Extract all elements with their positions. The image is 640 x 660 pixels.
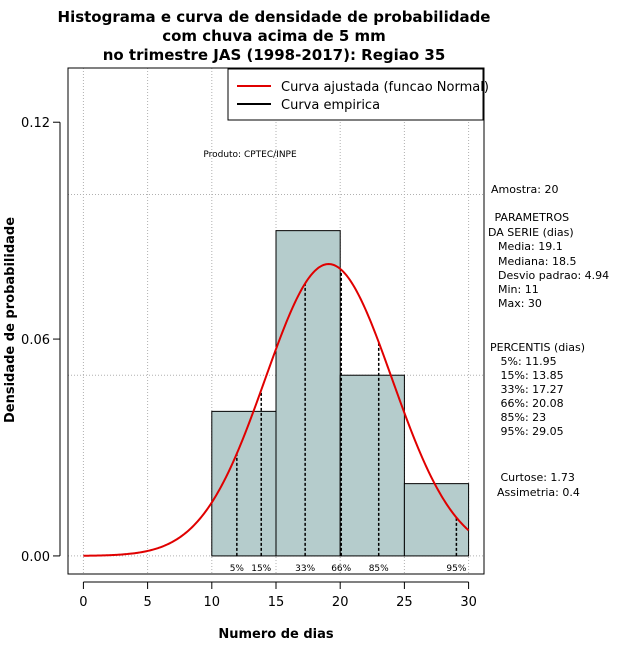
percentile-lines: 5% 15% 33% 66% 85% 95%	[230, 269, 467, 574]
y-tick-label: 0.00	[21, 550, 50, 565]
y-axis-label: Densidade de probabilidade	[3, 217, 18, 423]
percentil-85: 85%: 23	[490, 411, 546, 424]
chart-title: Histograma e curva de densidade de proba…	[58, 8, 491, 64]
param-max: Max: 30	[491, 297, 542, 310]
percentile-label: 15%	[251, 564, 271, 574]
plot-frame	[67, 67, 485, 575]
credit-text: Produto: CPTEC/INPE	[203, 150, 297, 160]
percentile-label: 66%	[331, 564, 351, 574]
legend: Curva ajustada (funcao Normal) Curva emp…	[227, 68, 489, 121]
percentis-header: PERCENTIS (dias)	[490, 341, 585, 354]
params-header-2: DA SERIE (dias)	[488, 226, 574, 239]
side-panel: Amostra: 20 PARAMETROS DA SERIE (dias) M…	[488, 183, 609, 499]
percentile-label: 5%	[230, 564, 245, 574]
y-tick-label: 0.12	[21, 116, 50, 131]
x-tick-label: 5	[143, 595, 151, 610]
percentil-66: 66%: 20.08	[490, 397, 564, 410]
chart-title-line-3: no trimestre JAS (1998-2017): Regiao 35	[103, 46, 446, 64]
skewness: Assimetria: 0.4	[490, 486, 580, 499]
x-tick-label: 15	[268, 595, 285, 610]
percentil-15: 15%: 13.85	[490, 369, 564, 382]
y-tick-label: 0.06	[21, 333, 50, 348]
percentil-33: 33%: 17.27	[490, 383, 564, 396]
x-axis: 0 5 10 15 20 25 30	[79, 581, 477, 610]
x-tick-label: 10	[204, 595, 221, 610]
sample-size: Amostra: 20	[491, 183, 558, 196]
legend-label-empirical: Curva empirica	[281, 98, 380, 113]
chart-title-line-1: Histograma e curva de densidade de proba…	[58, 8, 491, 26]
normal-curve	[83, 263, 470, 557]
legend-box	[227, 68, 484, 121]
percentil-95: 95%: 29.05	[490, 425, 564, 438]
param-median: Mediana: 18.5	[491, 255, 576, 268]
y-axis: 0.00 0.06 0.12	[21, 116, 61, 565]
x-tick-label: 25	[396, 595, 413, 610]
histogram-bar	[339, 374, 405, 557]
histogram-bar	[211, 410, 277, 557]
chart-title-line-2: com chuva acima de 5 mm	[162, 27, 386, 45]
param-mean: Media: 19.1	[491, 240, 563, 253]
legend-label-fitted: Curva ajustada (funcao Normal)	[281, 80, 489, 95]
histogram-bars	[211, 230, 470, 557]
x-tick-label: 0	[79, 595, 87, 610]
param-sd: Desvio padrao: 4.94	[491, 269, 609, 282]
param-min: Min: 11	[491, 283, 539, 296]
x-tick-label: 30	[460, 595, 477, 610]
percentil-5: 5%: 11.95	[490, 355, 557, 368]
percentile-label: 85%	[369, 564, 389, 574]
percentile-label: 33%	[295, 564, 315, 574]
percentile-label: 95%	[446, 564, 466, 574]
params-header-1: PARAMETROS	[491, 211, 569, 224]
kurtosis: Curtose: 1.73	[490, 471, 575, 484]
x-tick-label: 20	[332, 595, 349, 610]
x-axis-label: Numero de dias	[218, 627, 334, 642]
